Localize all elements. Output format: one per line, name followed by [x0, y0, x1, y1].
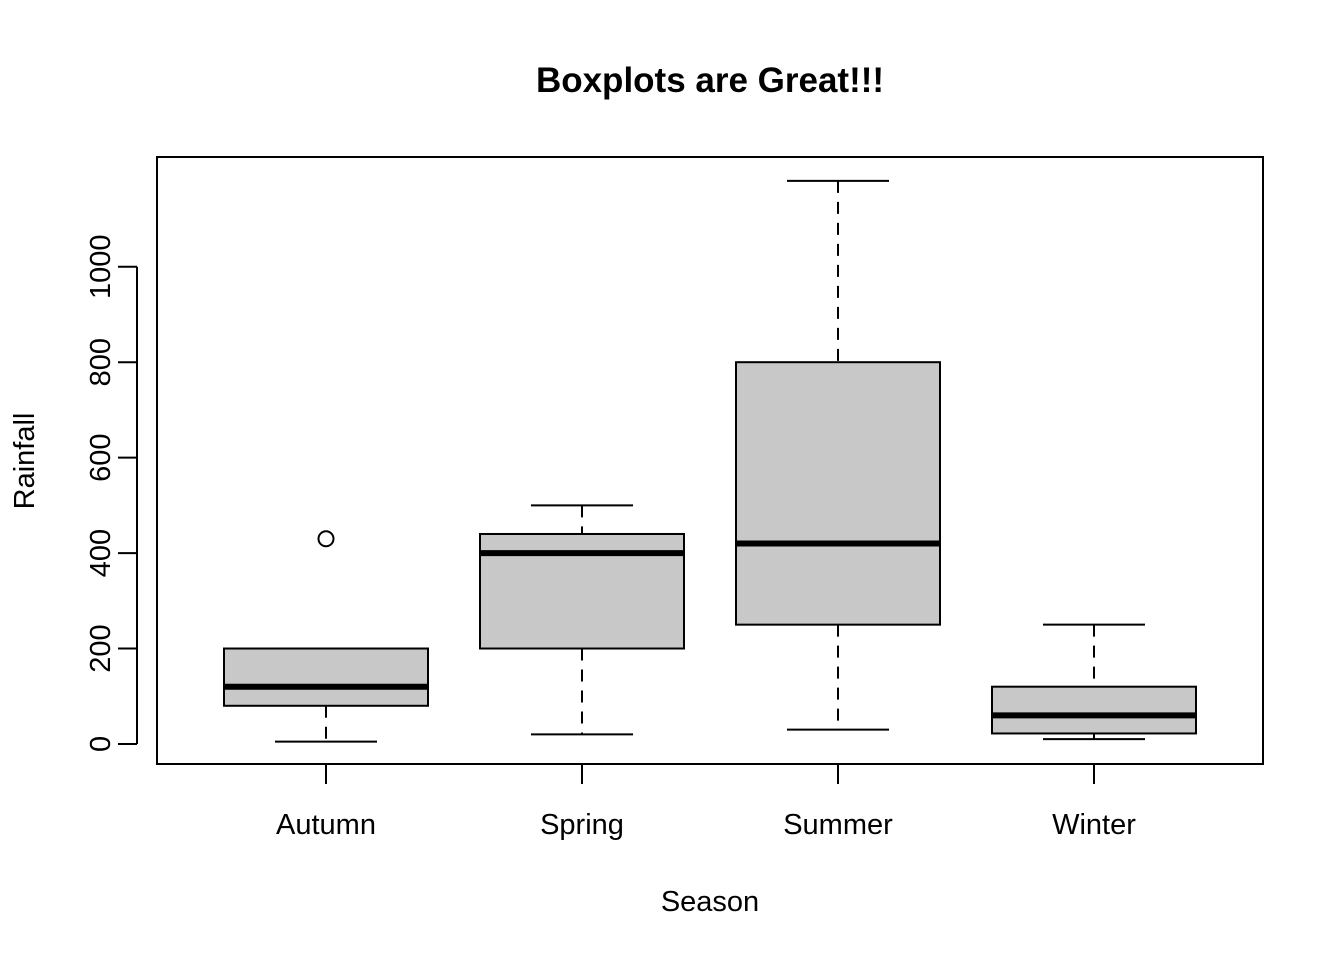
x-tick-label: Autumn — [276, 809, 376, 841]
plot-frame — [156, 156, 1264, 765]
outlier-point — [317, 530, 335, 548]
box-spring — [479, 504, 685, 736]
y-tick-label: 800 — [85, 338, 117, 386]
x-axis: Autumn Spring Summer Winter — [276, 764, 1136, 841]
y-tick-label: 0 — [85, 736, 117, 752]
chart-title: Boxplots are Great!!! — [536, 61, 884, 100]
x-axis-label: Season — [661, 886, 759, 918]
y-axis: 0 200 400 600 800 1000 — [85, 234, 138, 752]
x-tick-label: Spring — [540, 809, 624, 841]
y-tick-label: 1000 — [85, 234, 117, 299]
box-autumn — [223, 530, 429, 743]
y-tick-label: 600 — [85, 433, 117, 481]
y-axis-label: Rainfall — [9, 413, 41, 510]
x-tick-label: Winter — [1052, 809, 1136, 841]
box-iqr — [991, 685, 1197, 735]
y-tick-label: 400 — [85, 529, 117, 577]
y-tick-label: 200 — [85, 624, 117, 672]
box-winter — [991, 623, 1197, 741]
box-iqr — [735, 361, 941, 626]
boxes-group — [223, 179, 1197, 743]
box-iqr — [223, 647, 429, 707]
x-tick-label: Summer — [783, 809, 893, 841]
box-summer — [735, 179, 941, 731]
